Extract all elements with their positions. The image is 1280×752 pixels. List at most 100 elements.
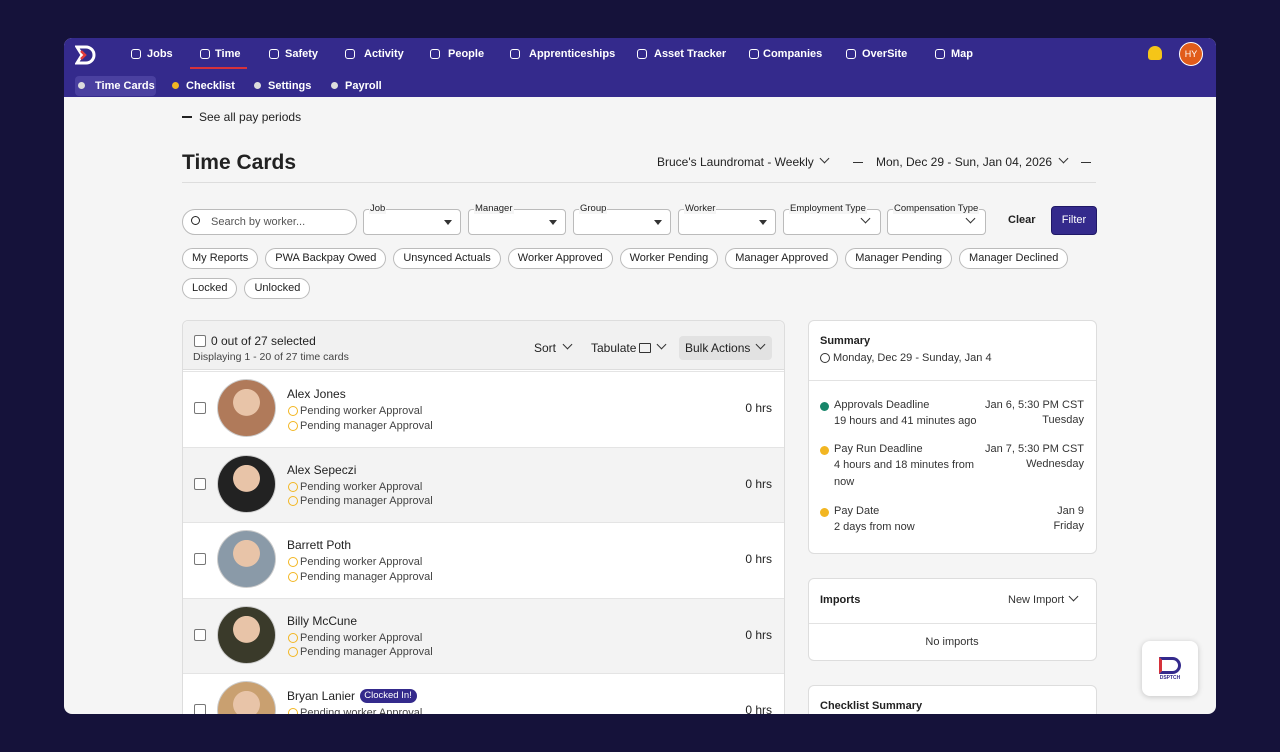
nav-icon: [200, 49, 210, 59]
nav-item[interactable]: Asset Tracker: [654, 48, 727, 60]
filter-chip[interactable]: Worker Approved: [507, 248, 613, 269]
worker-row[interactable]: [183, 446, 784, 522]
select-all-checkbox[interactable]: [194, 335, 206, 347]
filter-chip[interactable]: Locked: [182, 278, 238, 299]
nav-icon: [269, 49, 279, 59]
header-divider: [182, 182, 1096, 183]
nav-icon: [430, 49, 440, 59]
bulk-actions-button[interactable]: [679, 336, 772, 360]
subnav-item[interactable]: Time Cards: [95, 80, 155, 92]
page-title: Time Cards: [182, 151, 296, 174]
subnav-item[interactable]: Checklist: [186, 80, 235, 92]
logo[interactable]: [75, 45, 99, 65]
deadline-label: Pay Run Deadline: [834, 443, 923, 455]
worker-row[interactable]: [183, 597, 784, 673]
worker-row[interactable]: [183, 522, 784, 598]
period-select[interactable]: Mon, Dec 29 - Sun, Jan 04, 2026: [876, 155, 1053, 169]
chevron-icon: [819, 153, 830, 164]
nav-item[interactable]: Jobs: [147, 48, 173, 60]
back-link[interactable]: See all pay periods: [199, 110, 302, 124]
row-checkbox[interactable]: [194, 402, 206, 414]
badge-label: Clocked In!: [364, 690, 412, 701]
filter-chip[interactable]: Worker Pending: [619, 248, 719, 269]
nav-item[interactable]: Safety: [285, 48, 319, 60]
deadline-dot: [820, 446, 829, 455]
nav-item[interactable]: Apprenticeships: [529, 48, 616, 60]
back-arrow: [182, 116, 192, 118]
dropdown-caret: [759, 220, 767, 225]
checklist-panel: [808, 685, 1097, 714]
nav-item[interactable]: Map: [951, 48, 973, 60]
row-checkbox[interactable]: [194, 628, 206, 641]
nav-item[interactable]: People: [448, 48, 485, 60]
selected-count: 0 out of 27 selected: [211, 334, 316, 348]
notification-bell[interactable]: [1148, 46, 1162, 60]
worker-status: Pending worker Approval: [300, 707, 423, 714]
row-checkbox[interactable]: [194, 704, 206, 714]
nav-item[interactable]: Companies: [763, 48, 823, 60]
deadline-label: Pay Date: [834, 505, 880, 517]
chevron-icon: [1058, 153, 1069, 164]
filter-chip[interactable]: Unsynced Actuals: [393, 248, 501, 269]
subnav-item[interactable]: Settings: [268, 80, 312, 92]
worker-row[interactable]: [183, 371, 784, 447]
worker-name: Billy McCune: [287, 613, 358, 628]
worker-row[interactable]: [183, 673, 784, 714]
imports-title: Imports: [820, 594, 861, 606]
nav-item[interactable]: Time: [215, 48, 241, 60]
active-underline: [190, 67, 247, 69]
filter-chip[interactable]: PWA Backpay Owed: [265, 248, 387, 269]
filter-chip[interactable]: Manager Approved: [725, 248, 839, 269]
filter-chip[interactable]: My Reports: [182, 248, 259, 269]
summary-range: Monday, Dec 29 - Sunday, Jan 4: [833, 352, 992, 364]
filter-label: Worker: [684, 203, 717, 214]
filter-chip[interactable]: Manager Declined: [959, 248, 1069, 269]
status-dot: [254, 82, 261, 89]
company-select[interactable]: Bruce's Laundromat - Weekly: [657, 155, 814, 169]
filter-label: Group: [579, 203, 608, 214]
new-import-button[interactable]: New Import: [1008, 594, 1065, 606]
deadline-day: Tuesday: [1042, 414, 1084, 426]
imports-empty: No imports: [925, 636, 979, 648]
filter-label: Compensation Type: [893, 203, 980, 214]
deadline-detail: 4 hours and 18 minutes from now: [834, 459, 975, 488]
worker-avatar: [217, 454, 276, 513]
deadline-detail: 19 hours and 41 minutes ago: [834, 415, 977, 427]
search-input[interactable]: [182, 209, 357, 235]
filter-button-label: Filter: [1061, 214, 1087, 226]
filter-chip[interactable]: Manager Pending: [845, 248, 953, 269]
help-widget[interactable]: [1142, 641, 1198, 696]
nav-item[interactable]: Activity: [364, 48, 404, 60]
deadline-day: Wednesday: [1026, 458, 1084, 470]
filter-chip[interactable]: Unlocked: [244, 278, 311, 299]
nav-icon: [131, 49, 141, 59]
worker-avatar: [217, 605, 276, 664]
row-checkbox[interactable]: [194, 553, 206, 565]
user-avatar[interactable]: [1179, 42, 1203, 66]
status-dot: [78, 82, 85, 89]
sort-button[interactable]: Sort: [534, 341, 557, 355]
deadline-date: Jan 7, 5:30 PM CST: [984, 443, 1084, 455]
worker-name: Alex Sepeczi: [287, 462, 357, 477]
dropdown-caret: [654, 220, 662, 225]
app-window: Jobs Time Safety Activity People Apprenticesh…: [64, 38, 1216, 714]
table-icon: [639, 343, 651, 353]
subnav-item[interactable]: Payroll: [345, 80, 382, 92]
prev-arrow[interactable]: [853, 162, 863, 163]
subnav-active[interactable]: [75, 76, 156, 96]
worker-status: Pending manager Approval: [300, 646, 433, 658]
clear-button[interactable]: Clear: [1008, 214, 1036, 226]
summary-panel: [808, 320, 1097, 554]
logo-accent: [80, 50, 87, 60]
chip-list: My Reports PWA Backpay Owed Unsynced Actua…: [182, 248, 1096, 300]
status-icon: [288, 406, 298, 416]
clock-icon: [820, 353, 830, 363]
nav-item[interactable]: OverSite: [862, 48, 908, 60]
next-arrow[interactable]: [1081, 162, 1091, 163]
user-initials: HY: [1184, 49, 1198, 59]
row-checkbox[interactable]: [194, 477, 206, 490]
status-icon: [288, 647, 298, 657]
filter-button[interactable]: [1051, 206, 1097, 235]
imports-divider: [809, 623, 1096, 624]
tabulate-button[interactable]: Tabulate: [591, 341, 637, 355]
